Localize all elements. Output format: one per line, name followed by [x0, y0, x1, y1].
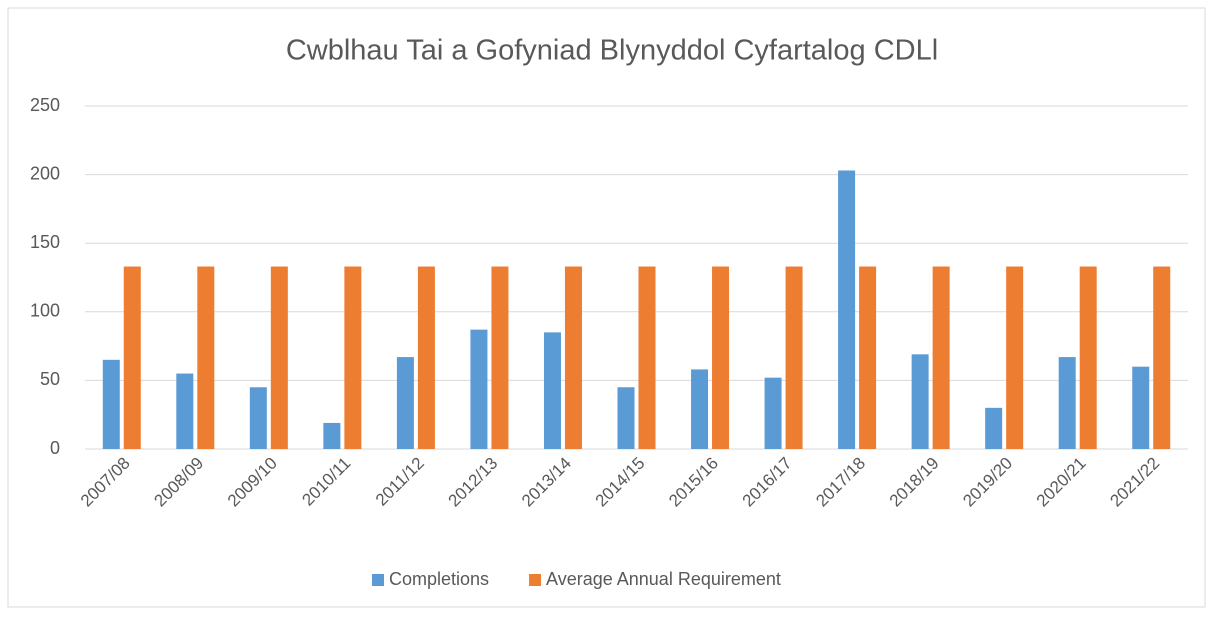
bar — [470, 329, 488, 449]
bar — [859, 266, 877, 449]
bar — [344, 266, 362, 449]
bar — [1079, 266, 1097, 449]
bar — [270, 266, 288, 449]
bar — [197, 266, 215, 449]
bar — [123, 266, 141, 449]
y-tick-label: 250 — [30, 95, 60, 115]
chart-border — [7, 7, 1206, 608]
bar — [932, 266, 950, 449]
y-tick-label: 200 — [30, 163, 60, 183]
y-tick-label: 50 — [40, 369, 60, 389]
bar — [1153, 266, 1171, 449]
bar — [617, 387, 635, 449]
bar — [764, 377, 782, 449]
bar — [1132, 366, 1150, 449]
bar — [838, 170, 856, 449]
bar — [985, 407, 1003, 449]
y-tick-label: 150 — [30, 232, 60, 252]
bar — [491, 266, 509, 449]
legend-swatch — [529, 574, 542, 586]
bar — [323, 422, 341, 449]
bar — [249, 387, 267, 449]
bar — [102, 359, 120, 449]
chart-title: Cwblhau Tai a Gofyniad Blynyddol Cyfarta… — [286, 35, 938, 67]
y-tick-label: 100 — [30, 301, 60, 321]
bar — [785, 266, 803, 449]
bar — [1058, 357, 1076, 449]
y-tick-label: 0 — [50, 438, 60, 458]
legend-label: Completions — [389, 569, 489, 589]
bar — [564, 266, 582, 449]
bar — [176, 373, 194, 449]
bar — [543, 332, 561, 449]
bar — [1006, 266, 1024, 449]
bar — [691, 369, 709, 449]
bar — [712, 266, 730, 449]
bar — [638, 266, 656, 449]
legend-swatch — [372, 574, 384, 586]
legend-label: Average Annual Requirement — [546, 569, 781, 589]
bar — [911, 354, 929, 449]
bar — [417, 266, 435, 449]
bar — [396, 357, 414, 449]
